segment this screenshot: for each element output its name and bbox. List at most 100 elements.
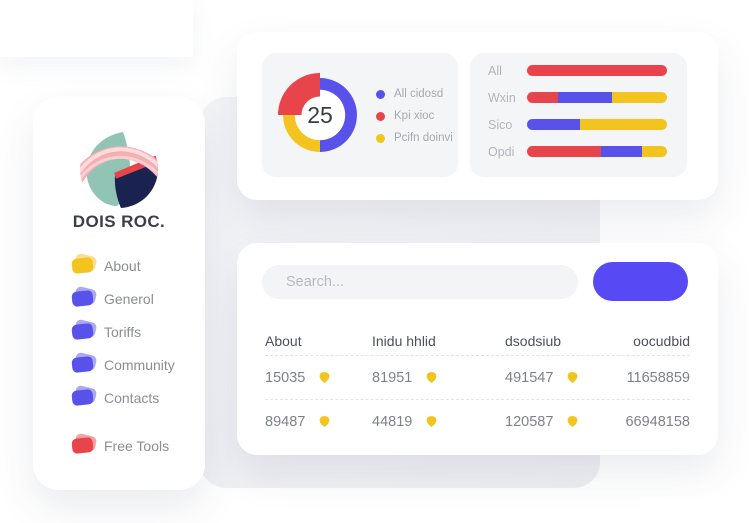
table-cell: 81951	[372, 370, 505, 386]
cell-value: 44819	[372, 413, 413, 430]
bar-label: All	[488, 63, 502, 78]
donut-svg	[278, 73, 357, 152]
table-cell: 66948158	[625, 414, 690, 430]
decorative-white-block-top	[0, 0, 193, 57]
stats-card: 25 All cidosd Kpi xioc Pcifn doinvi All Wxi…	[237, 32, 718, 200]
legend-label: All cidosd	[394, 88, 444, 100]
blob-icon	[72, 258, 93, 273]
blob-icon	[72, 390, 93, 405]
legend-item: All cidosd	[376, 83, 453, 105]
blob-icon	[72, 324, 93, 339]
table-cell: 89487	[265, 414, 372, 430]
brand-name: DOIS ROC.	[72, 212, 166, 231]
donut-center-value: 25	[307, 101, 333, 128]
donut-segment	[320, 78, 357, 152]
bar-segment	[557, 92, 613, 103]
sidebar-item-label: Generol	[104, 290, 154, 307]
data-table: About Inidu hhlid dsodsiub oocudbid 15035 81…	[265, 327, 690, 443]
table-cell: 15035	[265, 370, 372, 386]
table-row[interactable]: 15035 81951 491547 11658859	[265, 356, 690, 400]
bar-segment	[641, 146, 667, 157]
bar-row-opdi: Opdi	[488, 138, 667, 165]
sidebar-item-contacts[interactable]: Contacts	[72, 381, 199, 414]
sidebar: DOIS ROC. About Generol Toriffs Community Co…	[33, 97, 205, 490]
column-header-about[interactable]: About	[265, 333, 302, 349]
shield-badge-icon	[426, 372, 437, 383]
bar-row-wxin: Wxin	[488, 84, 667, 111]
table-card: About Inidu hhlid dsodsiub oocudbid 15035 81…	[237, 243, 718, 455]
table-cell: 491547	[505, 370, 625, 386]
sidebar-item-label: Contacts	[104, 389, 160, 406]
legend-item: Kpi xioc	[376, 105, 453, 127]
legend-dot-icon	[376, 111, 385, 121]
donut-chart: 25	[278, 73, 362, 157]
donut-legend: All cidosd Kpi xioc Pcifn doinvi	[376, 83, 453, 149]
legend-label: Pcifn doinvi	[394, 132, 453, 144]
decorative-white-block-bottom	[640, 497, 749, 523]
shield-badge-icon	[426, 416, 437, 427]
bar-track	[527, 119, 667, 130]
table-cell: 11658859	[625, 370, 690, 386]
shield-badge-icon	[568, 416, 578, 427]
bar-row-all: All	[488, 57, 667, 84]
sidebar-item-label: Toriffs	[104, 323, 142, 340]
bar-segment	[580, 119, 667, 130]
cell-value: 89487	[265, 413, 306, 430]
column-header-oocudbid[interactable]: oocudbid	[633, 333, 690, 349]
legend-dot-icon	[376, 133, 385, 143]
table-cell: 120587	[505, 414, 625, 430]
legend-item: Pcifn doinvi	[376, 127, 453, 149]
sidebar-item-label: Community	[104, 356, 175, 373]
sidebar-item-free-tools[interactable]: Free Tools	[72, 429, 199, 462]
bar-segment	[612, 92, 667, 103]
shield-badge-icon	[319, 416, 330, 427]
bar-label: Wxin	[488, 90, 516, 105]
bar-segment	[527, 65, 667, 76]
table-body: 15035 81951 491547 11658859 89487 44819 120587…	[265, 356, 690, 443]
bar-segment	[527, 92, 558, 103]
legend-label: Kpi xioc	[394, 110, 435, 122]
primary-action-button[interactable]	[593, 262, 688, 301]
donut-segment	[283, 115, 320, 152]
blob-icon	[72, 357, 93, 372]
bar-label: Sico	[488, 117, 513, 132]
cell-value: 15035	[265, 369, 306, 386]
sidebar-item-label: Free Tools	[104, 437, 170, 454]
bar-segment	[527, 119, 581, 130]
bar-label: Opdi	[488, 144, 515, 159]
brand-logo	[80, 130, 158, 208]
cell-value: 81951	[372, 369, 413, 386]
sidebar-item-community[interactable]: Community	[72, 348, 199, 381]
cell-value: 66948158	[625, 413, 690, 430]
table-row[interactable]: 89487 44819 120587 66948158	[265, 400, 690, 443]
bar-segment	[601, 146, 642, 157]
cell-value: 491547	[505, 369, 554, 386]
column-header-inidu-hhlid[interactable]: Inidu hhlid	[372, 333, 436, 349]
sidebar-item-about[interactable]: About	[72, 249, 199, 282]
cell-value: 120587	[505, 413, 554, 430]
blob-icon	[72, 291, 93, 306]
donut-panel: 25 All cidosd Kpi xioc Pcifn doinvi	[262, 53, 458, 177]
bar-track	[527, 146, 667, 157]
legend-dot-icon	[376, 89, 385, 99]
sidebar-item-toriffs[interactable]: Toriffs	[72, 315, 199, 348]
bar-segment	[527, 146, 602, 157]
bar-row-sico: Sico	[488, 111, 667, 138]
search-bar[interactable]	[262, 265, 578, 299]
blob-icon	[72, 438, 93, 453]
shield-badge-icon	[568, 372, 578, 383]
table-header-row: About Inidu hhlid dsodsiub oocudbid	[265, 327, 690, 356]
column-header-dsodsiub[interactable]: dsodsiub	[505, 333, 562, 349]
search-input[interactable]	[284, 273, 556, 291]
cell-value: 11658859	[626, 369, 690, 386]
donut-segment	[278, 73, 320, 115]
table-cell: 44819	[372, 414, 505, 430]
sidebar-item-label: About	[104, 257, 141, 274]
bar-track	[527, 92, 667, 103]
shield-badge-icon	[319, 372, 330, 383]
bar-track	[527, 65, 667, 76]
bar-chart: All Wxin Sico Opdi	[488, 57, 667, 165]
sidebar-item-generol[interactable]: Generol	[72, 282, 199, 315]
logo-graphic	[80, 130, 158, 208]
